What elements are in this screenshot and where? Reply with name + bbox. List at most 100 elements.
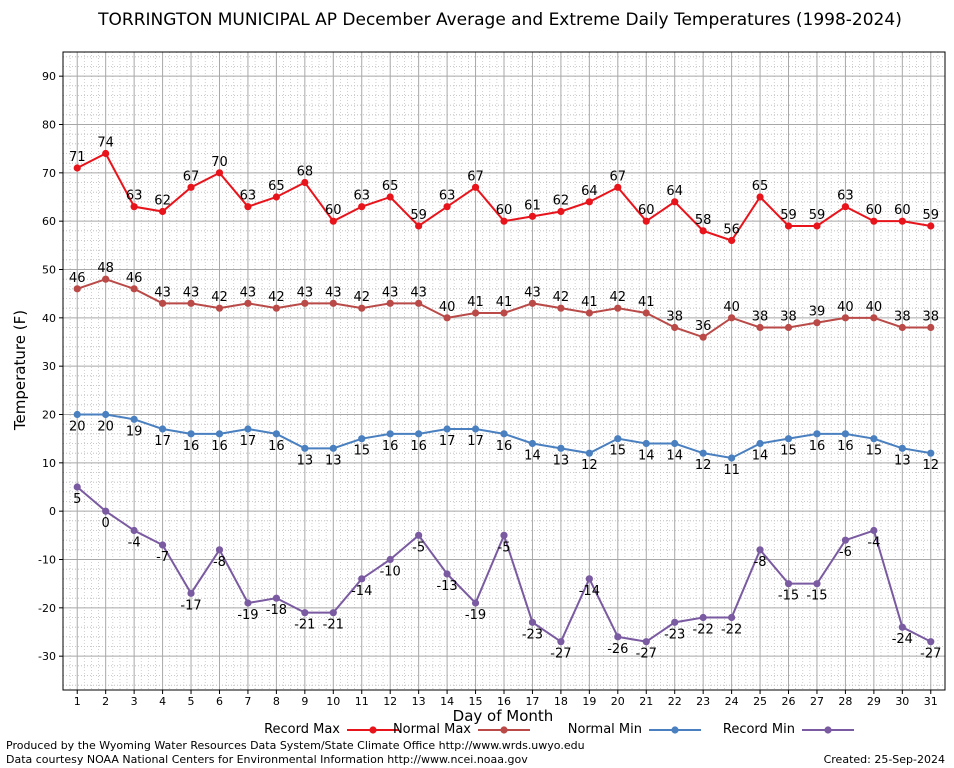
normal-min-data-label: 12 (923, 458, 940, 473)
normal-max-point (898, 323, 906, 332)
normal-max-point (642, 309, 650, 317)
normal-max-point (471, 309, 480, 317)
normal-max-data-label: 39 (809, 305, 826, 320)
x-tick-label: 5 (188, 695, 195, 708)
normal-min-data-label: 17 (154, 434, 171, 449)
record-min-point (756, 546, 764, 554)
record-max-data-label: 67 (467, 169, 484, 184)
normal-max-point (158, 299, 167, 307)
record-min-point (301, 609, 309, 617)
record-min-point (841, 536, 850, 544)
normal-min-data-label: 16 (268, 439, 285, 454)
normal-min-point (415, 430, 423, 438)
normal-max-point (215, 304, 224, 312)
record-max-point (244, 203, 252, 211)
normal-min-point (784, 435, 793, 443)
x-axis-label: Day of Month (453, 707, 554, 725)
record-max-data-label: 62 (553, 194, 570, 209)
normal-max-point (500, 309, 508, 317)
y-tick-label: 10 (42, 457, 56, 470)
x-tick-label: 30 (895, 695, 909, 708)
record-min-point (642, 638, 650, 646)
normal-min-data-label: 15 (866, 444, 883, 459)
normal-min-point (215, 430, 224, 438)
y-tick-label: 40 (42, 312, 56, 325)
y-tick-label: 20 (42, 409, 56, 422)
normal-min-point (386, 430, 394, 438)
normal-max-point (557, 304, 565, 312)
normal-min-data-label: 20 (97, 420, 114, 435)
record-max-data-label: 63 (353, 189, 370, 204)
footer-data-courtesy: Data courtesy NOAA National Centers for … (6, 753, 528, 766)
legend-label: Record Max (264, 722, 340, 737)
y-tick-label: 0 (49, 505, 56, 518)
normal-max-point (130, 285, 138, 293)
record-min-point (699, 613, 707, 622)
normal-min-point (756, 439, 764, 448)
normal-max-point (415, 299, 423, 307)
record-max-data-label: 64 (666, 184, 683, 199)
normal-max-data-label: 43 (297, 285, 314, 300)
normal-max-data-label: 46 (69, 271, 86, 286)
series-layer: 71 74 63 62 67 70 63 65 68 60 63 65 59 63 67 60 61 62 64 67… (69, 136, 941, 662)
record-max-point (272, 193, 280, 201)
major-grid (63, 52, 945, 690)
y-tick-label: 70 (42, 167, 56, 180)
normal-max-point (614, 304, 622, 312)
normal-max-data-label: 40 (723, 300, 740, 315)
x-tick-label: 23 (696, 695, 710, 708)
record-max-point (557, 207, 565, 216)
record-min-data-label: 5 (73, 492, 81, 507)
record-min-data-label: -19 (237, 608, 258, 623)
record-max-data-label: 63 (439, 189, 456, 204)
x-tick-label: 8 (273, 695, 280, 708)
normal-max-point (102, 275, 110, 283)
record-min-point (585, 575, 593, 583)
y-axis-ticks: -30 -20 -10 0 10 20 30 40 50 60 70 80 90 (38, 70, 63, 663)
x-tick-label: 28 (838, 695, 852, 708)
x-tick-label: 7 (244, 695, 251, 708)
record-min-data-label: -7 (156, 550, 169, 565)
legend-marker (671, 726, 679, 734)
record-max-data-label: 65 (382, 179, 399, 194)
record-max-point (841, 203, 850, 211)
record-max-point (130, 203, 138, 211)
x-tick-label: 25 (753, 695, 767, 708)
record-max-point (443, 203, 451, 211)
record-max-data-label: 59 (410, 208, 427, 223)
legend-label: Normal Max (393, 722, 471, 737)
normal-max-point (585, 309, 593, 317)
legend-item-record-min: Record Min (723, 722, 854, 737)
record-min-point (870, 526, 878, 535)
normal-max-data-label: 38 (666, 310, 683, 325)
record-max-data-label: 63 (837, 189, 854, 204)
normal-min-point (898, 444, 906, 452)
record-max-point (73, 164, 81, 172)
normal-max-data-label: 42 (268, 290, 285, 305)
normal-max-data-label: 38 (752, 310, 769, 325)
record-max-point (471, 183, 480, 191)
record-max-point (329, 217, 337, 225)
y-tick-label: -20 (38, 602, 56, 615)
normal-max-data-label: 43 (240, 285, 257, 300)
y-tick-label: -30 (38, 650, 56, 663)
normal-max-data-label: 38 (894, 310, 911, 325)
y-axis-label: Temperature (F) (11, 310, 29, 431)
record-min-point (272, 594, 280, 602)
record-max-data-label: 71 (69, 150, 86, 165)
x-axis-ticks: 1 2 3 4 5 6 7 8 9 10 11 12 13 14 15 16 17 18 19 20 21 22 23 24 2… (74, 690, 938, 708)
record-max-data-label: 68 (297, 165, 314, 180)
record-max-point (102, 149, 110, 158)
normal-min-point (73, 410, 81, 419)
x-tick-label: 10 (326, 695, 340, 708)
record-min-data-label: -21 (323, 618, 344, 633)
normal-max-data-label: 43 (325, 285, 342, 300)
record-max-data-label: 67 (183, 169, 200, 184)
legend-marker (500, 726, 508, 734)
x-tick-label: 6 (216, 695, 223, 708)
normal-max-data-label: 42 (553, 290, 570, 305)
record-min-point (130, 526, 138, 535)
x-tick-label: 20 (611, 695, 625, 708)
normal-min-data-label: 15 (610, 444, 627, 459)
normal-min-point (528, 439, 537, 448)
